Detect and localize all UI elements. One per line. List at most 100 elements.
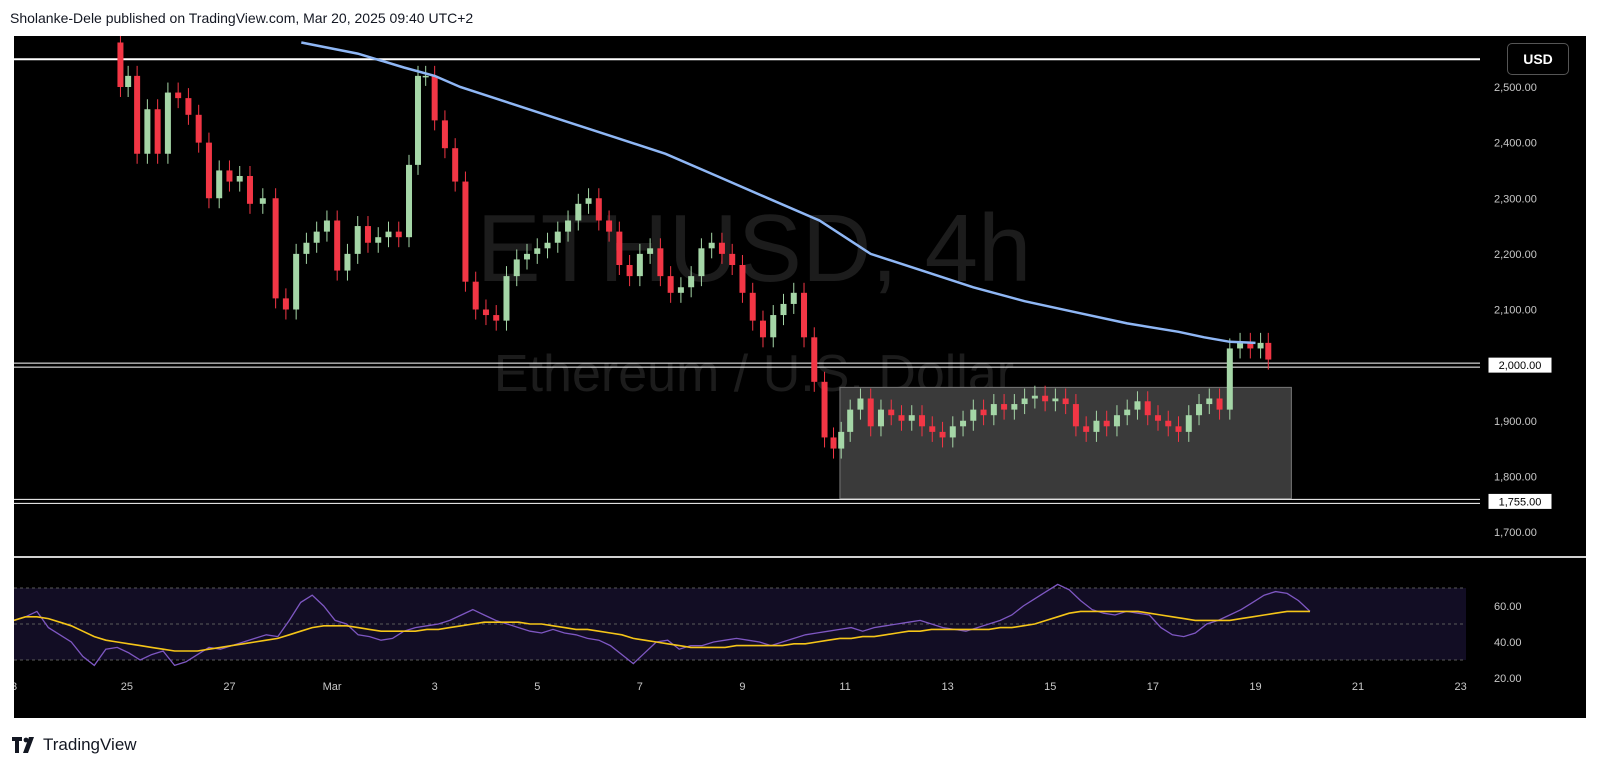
candle-body [144,109,151,154]
candle-body [1042,395,1049,402]
candle-body [462,181,469,282]
candle-body [1062,398,1069,405]
chart-area[interactable]: ETHUSD, 4h Ethereum / U.S. Dollar 2,500.00… [14,36,1586,718]
candle-body [1257,342,1264,349]
candle-body [919,415,926,427]
candle-body [1093,420,1100,432]
candle-body [1216,398,1223,410]
candle-body [534,248,541,254]
candle-body [857,398,864,410]
time-tick-label: 21 [1352,681,1364,693]
price-tick-label: 2,300.00 [1494,193,1537,205]
candle-body [1247,342,1254,349]
candle-body [493,315,500,321]
watermark-symbol: ETHUSD, 4h [477,195,1032,302]
candle-body [395,231,402,238]
candle-body [185,98,192,115]
footer: TradingView [12,735,137,755]
candle-body [677,287,684,293]
candle-body [259,198,266,204]
candle-body [195,114,202,143]
price-tick-label: 2,200.00 [1494,249,1537,261]
candle-body [344,253,351,271]
candle-body [929,426,936,432]
candle-body [1196,404,1203,416]
time-tick-label: 19 [1249,681,1261,693]
time-tick-label: 11 [839,681,850,693]
candle-body [524,253,530,260]
candle-body [154,109,161,154]
candle-body [939,431,946,438]
candle-body [949,426,956,438]
candle-body [513,259,520,277]
candle-body [431,75,438,121]
candle-body [117,42,124,87]
candle-body [1103,420,1110,427]
candle-body [1134,401,1141,410]
candle-body [385,231,392,238]
candle-body [1083,426,1090,432]
price-label-box [1487,492,1553,510]
candle-body [657,248,664,277]
candle-body [970,409,977,421]
price-tick-label: 2,500.00 [1494,82,1537,94]
candle-body [1206,398,1213,405]
time-tick-label: Mar [323,681,342,693]
moving-average-line [301,41,1256,345]
candle-body [960,420,967,427]
candle-body [1226,348,1233,410]
candle-body [1175,426,1182,432]
price-tick-label: 2,100.00 [1494,305,1537,317]
candle-body [718,242,725,254]
candle-body [688,276,695,288]
candle-body [1144,401,1151,416]
candle-body [293,253,300,310]
price-label-text: 1,755.00 [1499,496,1542,508]
time-tick-label: 9 [739,681,745,693]
price-label-box [1487,356,1553,374]
time-tick-label: 25 [121,681,133,693]
candle-body [1113,415,1120,427]
candle-body [626,265,633,277]
candle-body [565,220,572,232]
time-tick-label: 27 [223,681,235,693]
tradingview-logo-icon [12,737,34,753]
candle-body [867,398,874,427]
candle-body [667,276,674,293]
candle-body [708,242,715,249]
candle-body [877,409,884,427]
candle-body [908,415,915,421]
candle-body [595,198,602,221]
price-tick-label: 1,900.00 [1494,416,1537,428]
candle-body [980,409,987,416]
candle-body [1185,415,1192,432]
publication-header: Sholanke-Dele published on TradingView.c… [10,10,474,26]
candle-body [164,92,171,154]
candle-body [759,320,766,338]
candle-body [375,237,382,243]
time-tick-label: 13 [942,681,954,693]
candle-body [575,203,582,221]
candle-body [1265,342,1272,360]
price-tick-label: 1,800.00 [1494,471,1537,483]
footer-brand: TradingView [43,735,137,754]
candle-body [888,409,895,416]
rsi-ma-line [14,610,1310,652]
rsi-tick-label: 40.00 [1494,637,1522,649]
candle-body [1052,398,1059,402]
candle-body [554,231,561,243]
time-tick-label: 15 [1044,681,1056,693]
time-tick-label: 3 [14,681,17,693]
candle-body [503,276,510,321]
currency-button[interactable]: USD [1507,43,1569,75]
candle-body [729,253,736,265]
candle-body [334,220,341,271]
candle-body [770,315,777,338]
candle-body [303,242,310,254]
time-tick-label: 23 [1455,681,1467,693]
candle-body [739,265,746,293]
candle-body [414,75,421,165]
candle-body [441,120,448,149]
candle-body [544,242,551,249]
